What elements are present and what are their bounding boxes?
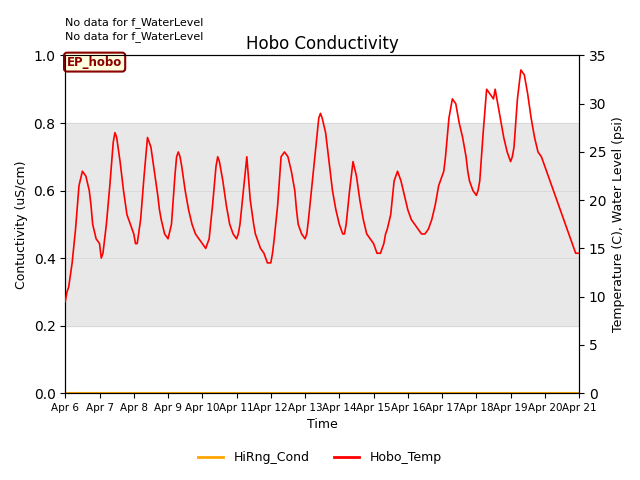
- Title: Hobo Conductivity: Hobo Conductivity: [246, 35, 399, 52]
- Text: No data for f_WaterLevel: No data for f_WaterLevel: [65, 31, 204, 42]
- Y-axis label: Contuctivity (uS/cm): Contuctivity (uS/cm): [15, 160, 28, 288]
- X-axis label: Time: Time: [307, 419, 337, 432]
- Text: EP_hobo: EP_hobo: [67, 56, 122, 69]
- Legend: HiRng_Cond, Hobo_Temp: HiRng_Cond, Hobo_Temp: [193, 446, 447, 469]
- Y-axis label: Temperature (C), Water Level (psi): Temperature (C), Water Level (psi): [612, 117, 625, 332]
- Bar: [65, 123, 579, 325]
- Text: No data for f_WaterLevel: No data for f_WaterLevel: [65, 18, 204, 28]
